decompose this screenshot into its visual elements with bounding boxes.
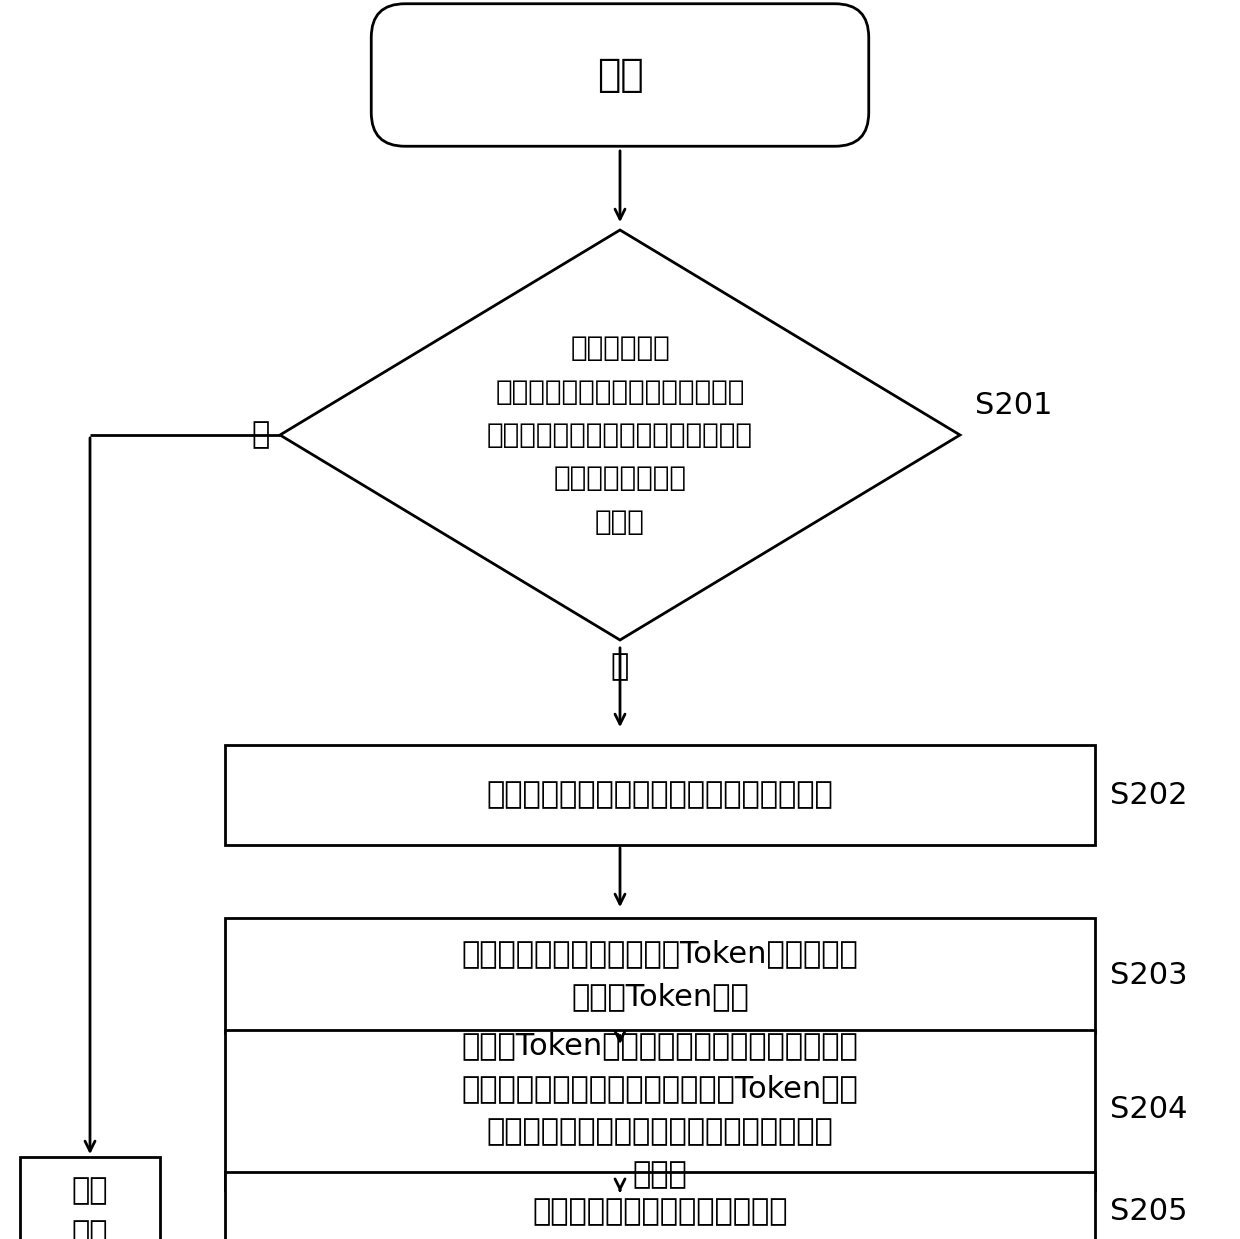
- Text: 不做
处理: 不做 处理: [72, 1176, 108, 1239]
- Text: 确定故障所在检测阶段对应的目标入口函数: 确定故障所在检测阶段对应的目标入口函数: [486, 781, 833, 809]
- Text: S205: S205: [1110, 1198, 1188, 1227]
- Polygon shape: [280, 230, 960, 641]
- Text: 否: 否: [252, 420, 270, 450]
- Bar: [224, 918, 1095, 1032]
- FancyBboxPatch shape: [371, 4, 869, 146]
- Bar: [224, 1172, 1095, 1239]
- Text: 根据目标串口信息进行故障定位: 根据目标串口信息进行故障定位: [532, 1198, 787, 1227]
- Text: S204: S204: [1110, 1095, 1188, 1125]
- Text: S202: S202: [1110, 781, 1188, 809]
- Bar: [20, 1157, 160, 1239]
- Bar: [224, 745, 1095, 845]
- Text: 向目标Token开关发送以目标入口函数为起始
显示位置的开启指令，以开启目标Token开关
对故障所在检测阶段对应的目标串口信息进
行显示: 向目标Token开关发送以目标入口函数为起始 显示位置的开启指令，以开启目标To…: [461, 1031, 858, 1188]
- Text: 开始: 开始: [596, 56, 644, 94]
- Text: 是: 是: [611, 652, 629, 681]
- Bar: [224, 1030, 1095, 1189]
- Text: 当检测到服务
器电源接通时，根据上电自检界面
的状态信息，依次检测各检测阶段中
的待测目标是否存
在故障: 当检测到服务 器电源接通时，根据上电自检界面 的状态信息，依次检测各检测阶段中 …: [487, 335, 753, 535]
- Text: 根据目标入口函数从预设的Token开关库中查
找目标Token开关: 根据目标入口函数从预设的Token开关库中查 找目标Token开关: [461, 939, 858, 1011]
- Text: S201: S201: [975, 390, 1053, 420]
- Text: S203: S203: [1110, 960, 1188, 990]
